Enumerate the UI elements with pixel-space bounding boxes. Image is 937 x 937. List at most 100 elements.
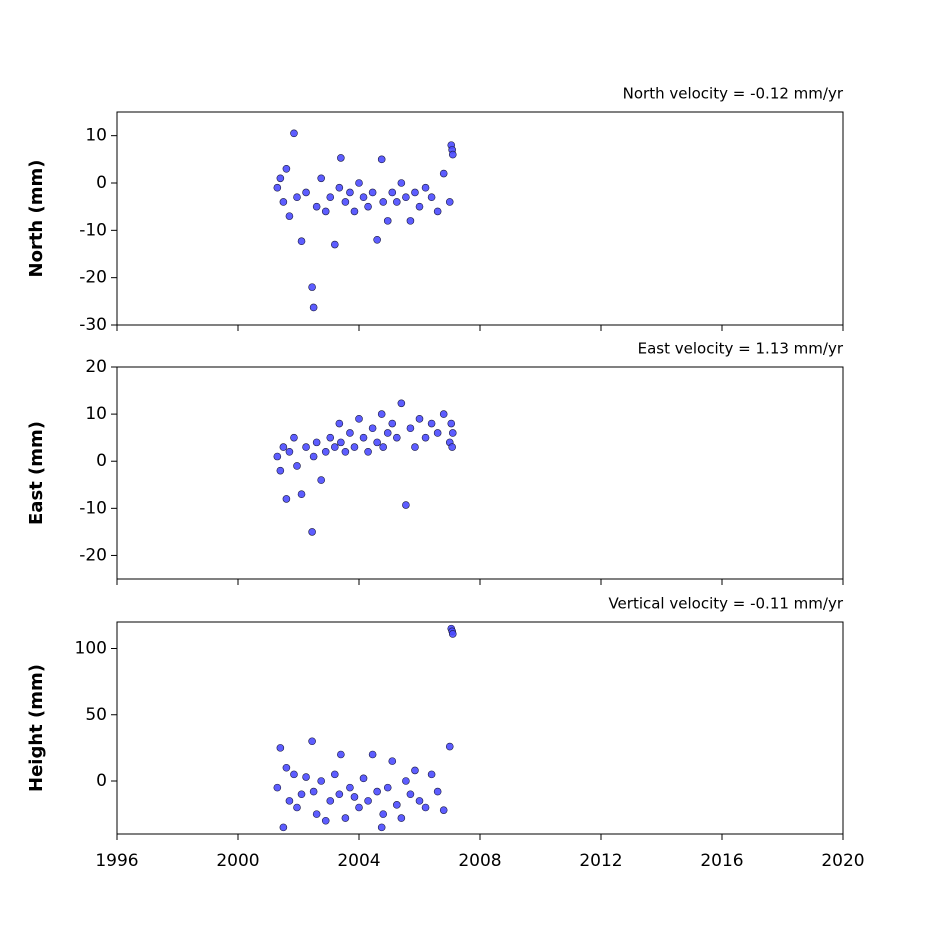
data-point	[355, 803, 363, 812]
data-point	[285, 447, 294, 456]
data-point	[346, 783, 354, 792]
y-axis-label: East (mm)	[26, 421, 47, 525]
data-point	[293, 193, 301, 201]
data-point	[411, 188, 419, 197]
data-point	[433, 207, 442, 216]
y-tick-label: 10	[85, 126, 107, 146]
data-point	[317, 174, 325, 183]
y-tick-label: -10	[79, 220, 107, 240]
data-point	[373, 438, 381, 447]
data-point	[388, 419, 397, 428]
data-point	[411, 766, 419, 775]
y-axis-label: North (mm)	[26, 160, 47, 278]
data-point	[359, 193, 368, 201]
data-point	[308, 528, 316, 536]
data-point	[427, 770, 436, 779]
data-point	[335, 183, 344, 192]
data-point	[402, 501, 410, 509]
y-tick-label: 50	[85, 705, 107, 725]
data-point	[279, 198, 288, 206]
data-point	[439, 410, 448, 418]
data-point	[368, 188, 377, 197]
data-point	[397, 179, 406, 187]
data-point	[337, 438, 345, 447]
data-point	[359, 774, 368, 783]
data-point	[383, 429, 392, 437]
data-point	[402, 777, 410, 785]
y-tick-label: 10	[85, 404, 107, 424]
data-point	[317, 777, 325, 785]
data-point	[377, 823, 386, 832]
data-point	[364, 797, 372, 805]
data-point	[439, 169, 448, 178]
data-point	[337, 750, 345, 759]
data-point	[448, 150, 457, 159]
y-tick-label: 0	[96, 451, 107, 471]
data-point	[445, 742, 454, 751]
axes-frame	[116, 366, 844, 580]
data-point	[364, 202, 372, 211]
data-point	[393, 433, 401, 442]
data-point	[335, 790, 344, 799]
panel-title: Vertical velocity = -0.11 mm/yr	[608, 595, 843, 613]
data-point	[309, 787, 318, 796]
data-point	[290, 770, 298, 779]
data-point	[406, 790, 415, 799]
data-point	[276, 744, 285, 752]
x-tick-label: 2016	[700, 851, 743, 871]
data-point	[297, 237, 306, 246]
data-point	[282, 495, 291, 503]
data-point	[388, 188, 397, 197]
data-point	[317, 476, 325, 484]
data-point	[312, 810, 321, 818]
data-point	[397, 814, 406, 822]
data-point	[302, 188, 310, 197]
data-point	[273, 452, 282, 461]
data-point	[448, 443, 456, 451]
data-point	[276, 466, 285, 475]
data-point	[337, 154, 345, 162]
data-point	[397, 399, 406, 408]
data-point	[302, 773, 310, 781]
data-point	[388, 757, 397, 765]
data-point	[448, 429, 457, 437]
data-point	[421, 183, 430, 192]
x-tick-label: 2008	[458, 851, 501, 871]
data-point	[350, 793, 359, 801]
data-point	[309, 303, 318, 312]
axes-frame	[116, 111, 844, 326]
data-point	[415, 797, 424, 805]
data-point	[379, 198, 388, 206]
data-point	[364, 447, 372, 456]
y-axis-label: Height (mm)	[26, 664, 47, 792]
data-point	[383, 217, 392, 225]
data-point	[415, 202, 424, 211]
data-point	[279, 443, 288, 451]
data-point	[330, 770, 339, 779]
y-tick-label: -10	[79, 498, 107, 518]
data-point	[282, 165, 291, 173]
panel-title: East velocity = 1.13 mm/yr	[638, 340, 844, 358]
x-tick-label: 2000	[216, 851, 259, 871]
data-point	[282, 763, 291, 772]
data-point	[379, 443, 388, 451]
data-point	[346, 429, 354, 437]
data-point	[448, 630, 457, 638]
data-point	[341, 447, 350, 456]
data-point	[359, 433, 368, 442]
y-tick-label: -30	[79, 315, 107, 335]
data-point	[427, 419, 436, 428]
data-point	[427, 193, 436, 201]
data-point	[326, 433, 335, 442]
data-point	[341, 198, 350, 206]
x-tick-label: 2020	[821, 851, 864, 871]
data-point	[321, 447, 330, 456]
data-point	[297, 790, 306, 799]
data-point	[377, 410, 386, 418]
data-point	[273, 183, 282, 192]
data-point	[273, 783, 282, 792]
data-point	[433, 787, 442, 796]
data-point	[368, 750, 377, 759]
data-point	[350, 207, 359, 216]
